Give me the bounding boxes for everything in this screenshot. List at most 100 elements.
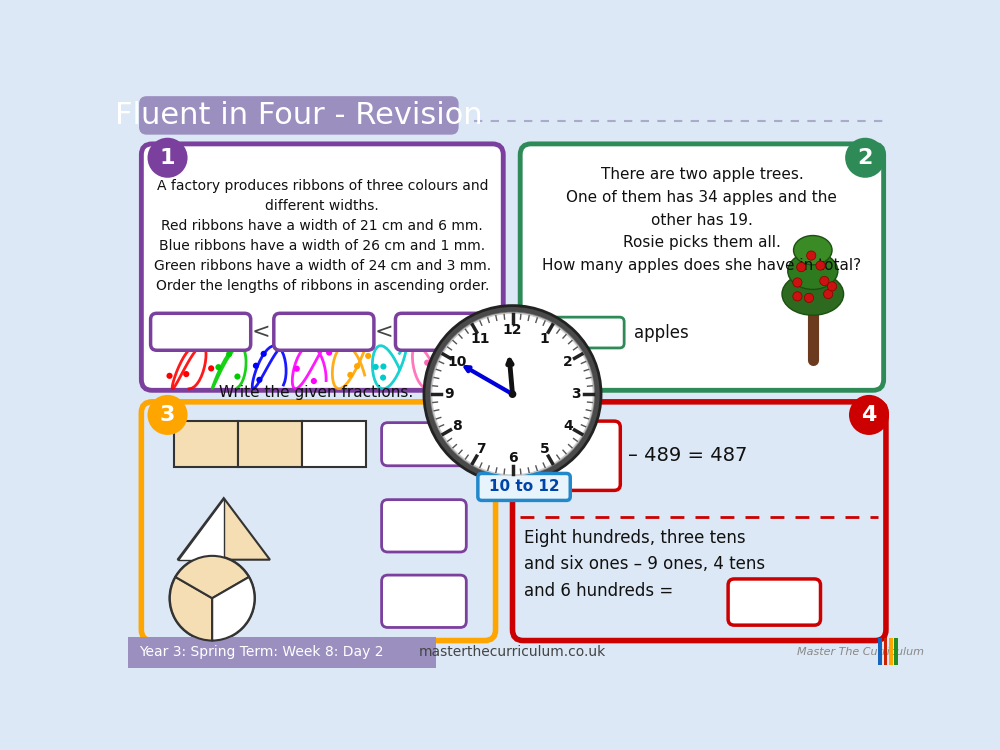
Circle shape — [148, 395, 188, 435]
Circle shape — [373, 364, 379, 370]
Circle shape — [215, 364, 222, 370]
Circle shape — [793, 278, 802, 287]
Circle shape — [424, 305, 601, 483]
Text: Fluent in Four - Revision: Fluent in Four - Revision — [115, 101, 483, 130]
Bar — [894, 638, 898, 665]
Circle shape — [294, 365, 300, 372]
FancyBboxPatch shape — [512, 402, 886, 640]
FancyBboxPatch shape — [728, 579, 820, 626]
Ellipse shape — [794, 236, 832, 265]
Text: 2: 2 — [857, 148, 873, 168]
FancyBboxPatch shape — [536, 317, 624, 348]
Circle shape — [430, 312, 595, 476]
FancyBboxPatch shape — [274, 314, 374, 350]
Circle shape — [827, 282, 837, 291]
Circle shape — [845, 138, 885, 178]
Polygon shape — [178, 498, 270, 560]
FancyBboxPatch shape — [139, 96, 459, 135]
Circle shape — [183, 371, 189, 377]
FancyBboxPatch shape — [478, 473, 570, 500]
Circle shape — [439, 358, 445, 364]
Text: 9: 9 — [444, 387, 453, 401]
FancyBboxPatch shape — [382, 575, 466, 628]
FancyBboxPatch shape — [141, 144, 503, 390]
Text: 1: 1 — [540, 332, 549, 346]
Text: 5: 5 — [540, 442, 549, 457]
Bar — [302, 421, 366, 467]
Text: 10: 10 — [447, 356, 467, 369]
FancyBboxPatch shape — [382, 423, 466, 466]
Text: 4: 4 — [563, 419, 573, 433]
Text: 11: 11 — [471, 332, 490, 346]
Circle shape — [365, 352, 371, 359]
FancyBboxPatch shape — [141, 402, 496, 640]
Text: 8: 8 — [452, 419, 462, 433]
Circle shape — [226, 351, 232, 357]
Text: apples: apples — [634, 323, 689, 341]
FancyBboxPatch shape — [520, 144, 884, 390]
Wedge shape — [212, 577, 255, 640]
Circle shape — [797, 262, 806, 272]
Circle shape — [430, 357, 436, 364]
Text: 4: 4 — [861, 405, 877, 425]
Ellipse shape — [782, 273, 844, 315]
Circle shape — [256, 376, 262, 383]
Text: <: < — [251, 322, 270, 342]
Circle shape — [807, 251, 816, 260]
Circle shape — [462, 376, 468, 382]
Text: 10 to 12: 10 to 12 — [489, 479, 559, 494]
Circle shape — [148, 138, 188, 178]
Text: 6: 6 — [508, 451, 517, 465]
Text: 2: 2 — [563, 356, 573, 369]
Circle shape — [424, 359, 430, 366]
Circle shape — [380, 364, 386, 370]
Bar — [884, 638, 887, 665]
Circle shape — [509, 390, 516, 398]
Circle shape — [849, 395, 889, 435]
Circle shape — [464, 371, 471, 377]
Text: There are two apple trees.
One of them has 34 apples and the
other has 19.
Rosie: There are two apple trees. One of them h… — [542, 167, 861, 273]
Bar — [174, 421, 238, 467]
Text: 3: 3 — [572, 387, 581, 401]
Circle shape — [804, 293, 814, 302]
Text: Eight hundreds, three tens
and six ones – 9 ones, 4 tens
and 6 hundreds =: Eight hundreds, three tens and six ones … — [524, 529, 765, 600]
Circle shape — [311, 378, 317, 384]
Bar — [878, 638, 882, 665]
Text: Year 3: Spring Term: Week 8: Day 2: Year 3: Spring Term: Week 8: Day 2 — [139, 645, 384, 659]
Bar — [889, 638, 893, 665]
Circle shape — [170, 556, 255, 640]
Circle shape — [354, 363, 360, 369]
Circle shape — [474, 360, 480, 366]
Text: 3: 3 — [160, 405, 175, 425]
Wedge shape — [170, 577, 212, 640]
Circle shape — [432, 314, 593, 475]
Circle shape — [326, 350, 332, 355]
Bar — [238, 421, 302, 467]
Circle shape — [816, 261, 825, 270]
Text: A factory produces ribbons of three colours and
different widths.
Red ribbons ha: A factory produces ribbons of three colo… — [154, 178, 491, 292]
Circle shape — [347, 372, 353, 378]
Circle shape — [261, 351, 267, 357]
Text: masterthecurriculum.co.uk: masterthecurriculum.co.uk — [419, 645, 606, 659]
Circle shape — [208, 365, 214, 371]
Circle shape — [380, 374, 386, 381]
Text: Master The Curriculum: Master The Curriculum — [797, 647, 924, 657]
FancyBboxPatch shape — [528, 421, 620, 490]
Circle shape — [166, 373, 173, 379]
FancyBboxPatch shape — [395, 314, 496, 350]
Text: 1: 1 — [160, 148, 175, 168]
Circle shape — [793, 292, 802, 301]
Circle shape — [253, 363, 259, 369]
Circle shape — [824, 290, 833, 298]
Wedge shape — [176, 556, 249, 598]
Polygon shape — [178, 498, 224, 560]
Ellipse shape — [788, 253, 838, 290]
Circle shape — [820, 276, 829, 286]
Text: Write the given fractions.: Write the given fractions. — [219, 385, 413, 400]
Text: – 489 = 487: – 489 = 487 — [628, 446, 747, 465]
Bar — [128, 637, 436, 668]
Circle shape — [234, 374, 241, 380]
Text: 12: 12 — [503, 323, 522, 338]
Text: 7: 7 — [476, 442, 485, 457]
FancyBboxPatch shape — [382, 500, 466, 552]
